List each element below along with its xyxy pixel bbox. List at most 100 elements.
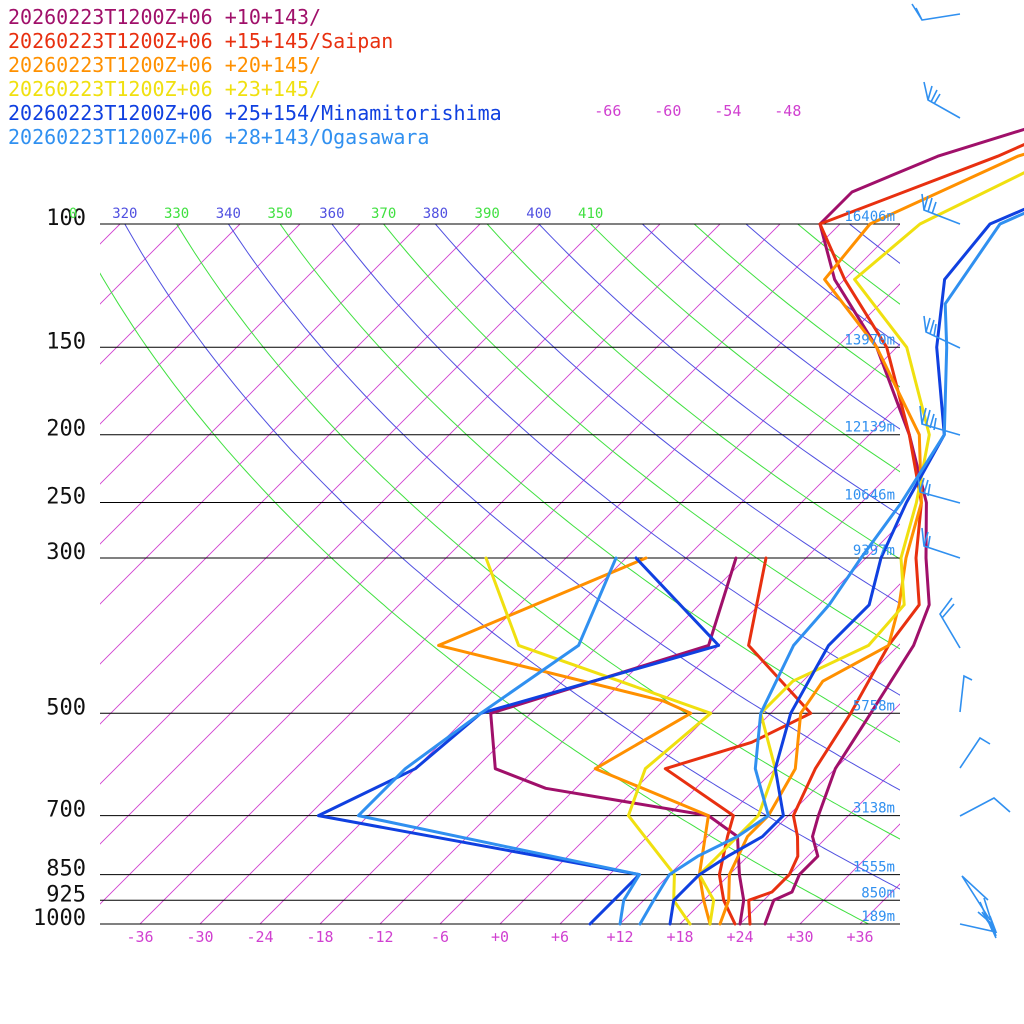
legend-entry: 20260223T1200Z+06 +10+143/ [8,5,321,29]
isotherm-line [799,823,900,924]
isotherm-line [100,224,721,845]
isotherm-line [559,583,900,924]
wind-barbs [911,3,1011,939]
wind-barb [911,3,961,21]
isotherm-line [199,224,900,924]
isotherm-line [100,224,541,665]
theta-label: 380 [423,206,448,222]
isotherm-line [139,224,841,924]
temperature-profile-line [747,142,1024,926]
temperature-profile-line [697,171,1024,926]
legend-entry: 20260223T1200Z+06 +28+143/Ogasawara [8,125,429,149]
legend: 20260223T1200Z+06 +10+143/20260223T1200Z… [8,5,502,149]
wind-barb [961,875,997,939]
theta-label: 330 [164,206,189,222]
legend-entry: 20260223T1200Z+06 +25+154/Minamitorishim… [8,101,502,125]
isotherm-line [859,883,900,924]
isotherm-line [100,224,301,425]
upper-temp-label: -48 [774,102,801,120]
theta-label: 390 [475,206,500,222]
height-label: 10646m [844,488,895,504]
height-label: 189m [861,909,895,925]
isotherm-line [100,224,601,725]
dry-adiabat-line [100,272,870,924]
x-tick-label: +30 [786,928,813,946]
isotherm-lines [100,224,1024,924]
height-label: 5758m [853,698,895,714]
dewpoint-profile-line [356,556,641,926]
theta-label: 320 [112,206,137,222]
wind-barb [959,897,998,937]
upper-temp-label: -60 [654,102,681,120]
legend-entry: 20260223T1200Z+06 +23+145/ [8,77,321,101]
pressure-label: 1000 [33,906,86,931]
pressure-label: 500 [46,695,86,720]
pressure-label: 850 [46,857,86,882]
isotherm-line [100,224,421,545]
legend-entry: 20260223T1200Z+06 +20+145/ [8,53,321,77]
wind-barb [959,674,973,713]
pressure-label: 925 [46,882,86,907]
isotherm-line [980,224,1024,924]
wind-barb [917,475,961,504]
theta-label: 360 [319,206,344,222]
theta-label: 350 [267,206,292,222]
x-tick-label: -36 [126,928,153,946]
dewpoint-profile-line [663,556,813,926]
temperature-profile-line [668,207,1024,926]
upper-temp-label: -54 [714,102,741,120]
dry-adiabat-line [486,224,900,560]
wind-barb [921,527,961,559]
isotherm-line [100,224,241,365]
upper-temp-label: -66 [594,102,621,120]
dewpoint-profile-line [437,556,712,926]
dry-adiabat-line [589,224,900,473]
isotherm-line [439,463,900,924]
height-label: 16406m [844,209,895,225]
pressure-label: 200 [46,417,86,442]
isotherm-line [319,343,900,924]
dry-adiabat-line [176,224,900,840]
x-tick-label: +6 [551,928,569,946]
x-tick-label: +36 [846,928,873,946]
dry-adiabat-line [538,224,900,516]
x-tick-label: -24 [246,928,273,946]
x-tick-label: +24 [726,928,753,946]
x-tick-label: -12 [366,928,393,946]
height-label: 1555m [853,860,895,876]
theta-label: 340 [216,206,241,222]
height-label: 13970m [844,332,895,348]
height-label: 850m [861,885,895,901]
isotherm-line [100,224,181,305]
isotherm-line [739,763,900,924]
axis-labels: 100 16406m 150 13970m 200 12139m 250 10646m 300 9… [33,102,895,946]
dry-adiabat-lines [100,224,900,924]
pressure-label: 250 [46,485,86,510]
legend-entry: 20260223T1200Z+06 +15+145/Saipan [8,29,393,53]
x-tick-label: +0 [491,928,509,946]
theta-label: 0 [69,206,77,222]
height-label: 3138m [853,801,895,817]
pressure-label: 150 [46,329,86,354]
temperature-profile-line [638,211,1024,926]
isotherm-line [100,224,781,905]
height-label: 12139m [844,420,895,436]
dry-adiabat-line [434,224,900,605]
dry-adiabat-line [331,224,900,696]
isotherm-line [619,643,900,924]
theta-label: 410 [578,206,603,222]
theta-label: 370 [371,206,396,222]
pressure-label: 300 [46,540,86,565]
isotherm-line [100,224,481,605]
sounding-profiles [316,127,1024,926]
x-tick-label: +12 [606,928,633,946]
dewpoint-profile-line [484,556,713,926]
wind-barb [939,597,961,649]
theta-label: 400 [526,206,551,222]
wind-barb [923,81,961,119]
pressure-label: 100 [46,206,86,231]
height-label: 9397m [853,543,895,559]
x-tick-label: -18 [306,928,333,946]
dry-adiabat-line [279,224,900,743]
